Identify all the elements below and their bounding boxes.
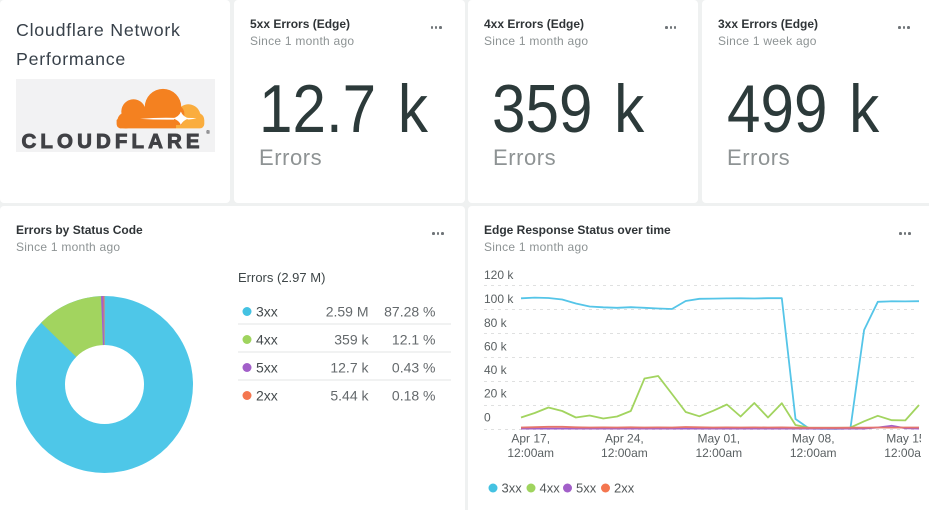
svg-text:12:00am: 12:00am (884, 446, 921, 460)
svg-text:12.1 %: 12.1 % (392, 332, 436, 348)
svg-text:60 k: 60 k (484, 340, 508, 354)
svg-text:12:00am: 12:00am (507, 446, 554, 460)
svg-text:5xx: 5xx (256, 360, 278, 376)
svg-text:5.44 k: 5.44 k (330, 388, 369, 404)
svg-text:4xx: 4xx (256, 332, 278, 348)
svg-text:CLOUDFLARE: CLOUDFLARE (22, 130, 204, 152)
svg-text:2xx: 2xx (256, 388, 278, 404)
svg-text:12:00am: 12:00am (790, 446, 837, 460)
svg-text:12.7 k: 12.7 k (330, 360, 369, 376)
svg-text:May 15,: May 15, (886, 432, 921, 446)
svg-text:0.18 %: 0.18 % (392, 388, 436, 404)
svg-text:May 08,: May 08, (792, 432, 835, 446)
svg-text:12:00am: 12:00am (695, 446, 742, 460)
svg-text:3xx: 3xx (502, 481, 523, 496)
svg-text:12:00am: 12:00am (601, 446, 648, 460)
svg-text:100 k: 100 k (484, 292, 514, 306)
svg-text:20 k: 20 k (484, 387, 508, 401)
svg-text:May 01,: May 01, (697, 432, 740, 446)
svg-text:40 k: 40 k (484, 363, 508, 377)
svg-text:3xx: 3xx (256, 304, 278, 320)
svg-text:87.28 %: 87.28 % (384, 304, 435, 320)
svg-text:Apr 24,: Apr 24, (605, 432, 644, 446)
svg-text:80 k: 80 k (484, 316, 508, 330)
svg-text:0: 0 (484, 411, 491, 425)
svg-text:Apr 17,: Apr 17, (511, 432, 550, 446)
svg-text:®: ® (206, 129, 210, 136)
svg-text:5xx: 5xx (576, 481, 597, 496)
svg-text:0.43 %: 0.43 % (392, 360, 436, 376)
svg-text:4xx: 4xx (540, 481, 561, 496)
svg-text:2xx: 2xx (614, 481, 635, 496)
svg-text:2.59 M: 2.59 M (326, 304, 369, 320)
svg-text:Errors (2.97 M): Errors (2.97 M) (238, 270, 325, 285)
svg-text:359 k: 359 k (334, 332, 369, 348)
svg-text:120 k: 120 k (484, 268, 514, 282)
